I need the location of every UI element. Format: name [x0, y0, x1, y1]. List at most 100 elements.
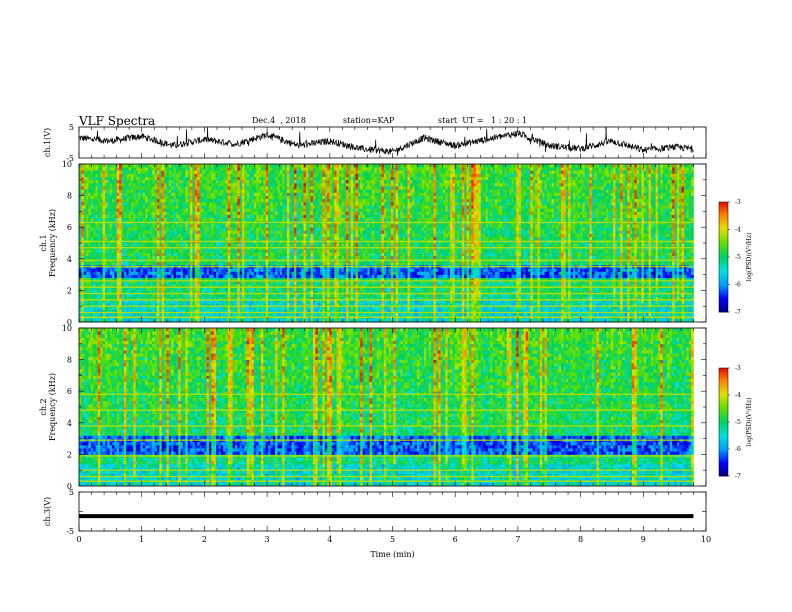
ch1-spectrogram-cell — [142, 249, 146, 253]
ch1-spectrogram-cell — [116, 176, 120, 181]
ch1-spectrogram-cell — [145, 198, 148, 203]
ch1-spectrogram-cell — [187, 296, 191, 301]
ch1-spectrogram-cell — [194, 274, 198, 279]
ch1-spectrogram-cell — [294, 252, 297, 256]
ch1-spectrogram-cell — [272, 274, 276, 279]
ch1-spectrogram-cell — [126, 189, 129, 193]
ch1-spectrogram-cell — [249, 312, 252, 317]
ch1-spectrogram-cell — [142, 318, 146, 323]
ch1-spectrogram-cell — [112, 284, 115, 288]
ch1-spectrogram-cell — [116, 261, 120, 266]
ch1-spectrogram-cell — [182, 236, 186, 241]
ch1-spectrogram-cell — [227, 284, 231, 288]
ch1-spectrogram-cell — [154, 173, 158, 177]
ch1-spectrogram-cell — [284, 271, 288, 275]
ch1-spectrogram-cell — [133, 224, 137, 228]
ch1-spectrogram-cell — [123, 261, 127, 266]
ch1-spectrogram-cell — [123, 296, 127, 301]
ch1-spectrogram-cell — [298, 255, 302, 260]
ch1-spectrogram-cell — [284, 217, 288, 222]
ch1-spectrogram-cell — [265, 277, 269, 282]
ch1-spectrogram-cell — [190, 261, 193, 266]
ch1-spectrogram-cell — [159, 280, 163, 285]
ch1-spectrogram-cell — [270, 284, 274, 288]
ch1-spectrogram-cell — [121, 167, 125, 171]
ch1-spectrogram-cell — [145, 186, 148, 190]
ch1-spectrogram-cell — [258, 233, 262, 238]
ch1-spectrogram-cell — [119, 309, 122, 313]
ch1-spectrogram-cell — [246, 208, 250, 212]
ch1-spectrogram-cell — [258, 205, 262, 209]
ch1-spectrogram-cell — [166, 230, 170, 234]
ch1-spectrogram-cell — [296, 189, 300, 193]
ch1-spectrogram-cell — [97, 192, 101, 196]
ch1-spectrogram-cell — [185, 306, 189, 310]
ch1-spectrogram-cell — [171, 224, 174, 228]
ch1-spectrogram-cell — [204, 290, 207, 294]
ch1-spectrogram-cell — [244, 277, 248, 282]
ch1-spectrogram-cell — [171, 249, 174, 253]
ch1-spectrogram-cell — [152, 312, 155, 317]
ch1-spectrogram-cell — [199, 214, 203, 219]
ch1-spectrogram-cell — [119, 195, 122, 200]
ch1-spectrogram-cell — [279, 287, 283, 291]
ch1-spectrogram-cell — [164, 208, 167, 212]
ch1-spectrogram-cell — [175, 195, 179, 200]
ch1-spectrogram-cell — [246, 261, 250, 266]
ch1-spectrogram-cell — [289, 293, 293, 298]
ch1-spectrogram-cell — [256, 164, 259, 168]
ch1-spectrogram-cell — [294, 277, 297, 282]
ch1-spectrogram-cell — [244, 306, 248, 310]
ch1-spectrogram-cell — [305, 227, 309, 231]
ch1-spectrogram-cell — [128, 287, 132, 291]
ch1-spectrogram-cell — [142, 277, 146, 282]
ch1-spectrogram-cell — [256, 192, 259, 196]
ch1-spectrogram-cell — [294, 255, 297, 260]
ch1-spectrogram-cell — [218, 182, 222, 187]
ch1-spectrogram-cell — [86, 293, 89, 298]
ch1-spectrogram-cell — [301, 290, 304, 294]
ch1-spectrogram-cell — [234, 170, 238, 174]
ch1-spectrogram-cell — [130, 179, 134, 184]
ch1-spectrogram-cell — [244, 287, 248, 291]
ch1-spectrogram-cell — [265, 306, 269, 310]
ch1-spectrogram-cell — [282, 167, 285, 171]
ch1-spectrogram-cell — [256, 214, 259, 219]
ch1-spectrogram-cell — [182, 189, 186, 193]
ch1-spectrogram-cell — [145, 318, 148, 323]
ch1-spectrogram-cell — [239, 290, 243, 294]
ch1-spectrogram-cell — [298, 167, 302, 171]
ch1-spectrogram-cell — [220, 205, 224, 209]
ch1-spectrogram-cell — [201, 318, 205, 323]
ch1-spectrogram-cell — [97, 230, 101, 234]
ch1-spectrogram-cell — [126, 198, 129, 203]
ch1-spectrogram-cell — [270, 186, 274, 190]
ch1-spectrogram-cell — [156, 249, 160, 253]
ch1-spectrogram-cell — [251, 230, 255, 234]
ch1-spectrogram-cell — [121, 186, 125, 190]
ch1-spectrogram-cell — [246, 268, 250, 272]
ch1-spectrogram-cell — [192, 312, 196, 317]
ch1-spectrogram-cell — [126, 201, 129, 206]
ch1-spectrogram-cell — [135, 274, 139, 279]
ch1-spectrogram-cell — [185, 182, 189, 187]
ch1-spectrogram-cell — [275, 186, 278, 190]
ch1-spectrogram-cell — [308, 224, 311, 228]
ch1-spectrogram-cell — [159, 173, 163, 177]
ch1-spectrogram-cell — [289, 303, 293, 307]
ch1-spectrogram-cell — [251, 214, 255, 219]
ch1-spectrogram-cell — [145, 236, 148, 241]
ch1-spectrogram-cell — [130, 255, 134, 260]
ch1-spectrogram-cell — [105, 312, 108, 317]
ch1-spectrogram-cell — [185, 214, 189, 219]
ch1-spectrogram-cell — [232, 217, 236, 222]
ch1-spectrogram-cell — [301, 214, 304, 219]
ch1-spectrogram-cell — [251, 274, 255, 279]
ch1-spectrogram-cell — [156, 296, 160, 301]
ch1-spectrogram-cell — [123, 312, 127, 317]
ch1-spectrogram-cell — [88, 299, 92, 304]
ch1-spectrogram-cell — [152, 227, 155, 231]
ch1-spectrogram-cell — [88, 293, 92, 298]
ch1-spectrogram-cell — [220, 268, 224, 272]
ch1-spectrogram-cell — [121, 252, 125, 256]
